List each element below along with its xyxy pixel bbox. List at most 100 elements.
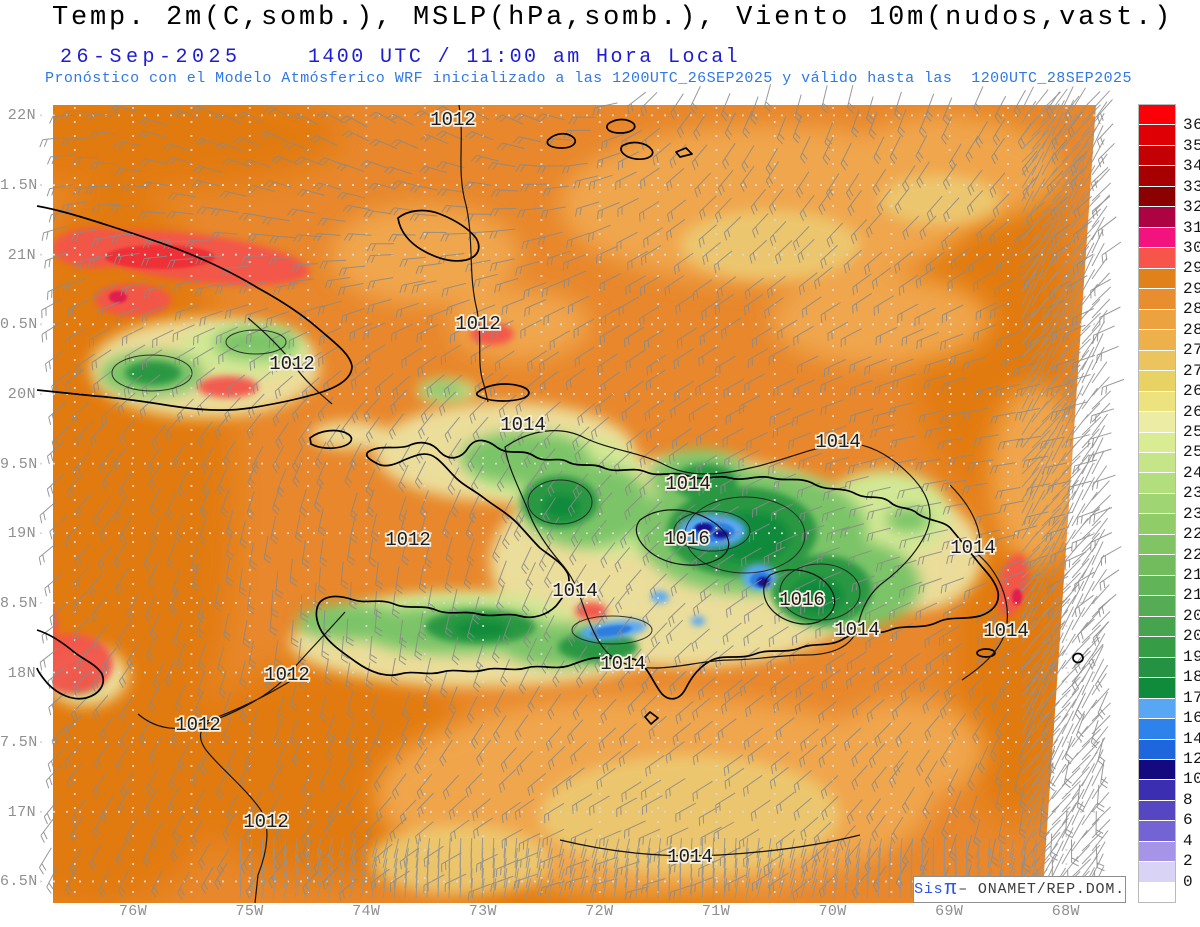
map-title: Temp. 2m(C,somb.), MSLP(hPa,somb.), Vien… <box>52 3 1174 33</box>
colorbar-tick-label: 36 <box>1183 116 1200 135</box>
pressure-contour-labels: 1012 1012 1012 1012 1012 1012 1012 1014 1014 1014… <box>173 107 1030 870</box>
colorbar-tick-label: 22 <box>1183 545 1200 564</box>
colorbar-tick-label: 25.5 <box>1183 422 1200 441</box>
colorbar-cell <box>1139 186 1175 208</box>
coastline-hispaniola <box>315 439 1000 700</box>
colorbar-cell <box>1139 616 1175 638</box>
lat-tick-label: 7.5N <box>0 734 38 752</box>
coastline-cuba <box>36 205 353 411</box>
colorbar-cell <box>1139 371 1175 392</box>
colorbar-tick-label: 0 <box>1183 872 1194 891</box>
colorbar-cell <box>1139 452 1175 474</box>
pressure-contour-label: 1014 <box>815 431 861 453</box>
isobar-1014-east <box>949 484 1008 681</box>
colorbar-tick-label: 29.7 <box>1183 259 1200 278</box>
lat-tick-label: 0.5N <box>0 316 38 334</box>
colorbar-tick-label: 12 <box>1183 749 1200 768</box>
colorbar-cell <box>1139 514 1175 535</box>
colorbar-cell <box>1139 309 1175 331</box>
lat-tick-label: 1.5N <box>0 177 38 195</box>
colorbar-tick-label: 32 <box>1183 198 1200 217</box>
pressure-contour-label: 1012 <box>175 714 221 736</box>
colorbar-cell <box>1139 800 1175 822</box>
colorbar-cell <box>1139 719 1175 740</box>
lon-tick-label: 76W <box>118 903 148 920</box>
colorbar-cell <box>1139 882 1175 903</box>
lon-tick-label: 75W <box>235 903 264 920</box>
colorbar-cell <box>1139 391 1175 413</box>
colorbar-tick-label: 6 <box>1183 811 1194 830</box>
colorbar-cell <box>1139 145 1175 167</box>
colorbar-cell <box>1139 821 1175 842</box>
colorbar-tick-label: 2 <box>1183 852 1194 871</box>
lat-tick-label: 9.5N <box>0 455 38 473</box>
colorbar-cell <box>1139 166 1175 187</box>
colorbar-tick-label: 33 <box>1183 177 1200 196</box>
pressure-contour-label: 1014 <box>552 580 598 602</box>
coastlines <box>36 118 1084 725</box>
temperature-colorbar <box>1138 104 1176 903</box>
pressure-contour-label: 1012 <box>430 109 476 131</box>
lon-tick-label: 70W <box>818 903 847 920</box>
colorbar-cell <box>1139 596 1175 617</box>
colorbar-tick-label: 20.5 <box>1183 606 1200 625</box>
pi-logo-glyph: π <box>944 877 958 901</box>
colorbar-tick-label: 34 <box>1183 157 1200 176</box>
colorbar-cell <box>1139 473 1175 494</box>
colorbar-cell <box>1139 657 1175 679</box>
colorbar-tick-label: 24 <box>1183 463 1200 482</box>
colorbar-tick-label: 25 <box>1183 443 1200 462</box>
isobar-1014-island-loop <box>504 430 931 669</box>
colorbar-cell <box>1139 862 1175 883</box>
wind-barbs-layer <box>38 83 1125 902</box>
colorbar-tick-label: 23 <box>1183 504 1200 523</box>
lat-tick-label: 21N <box>7 246 36 264</box>
pressure-contour-label: 1016 <box>779 589 825 611</box>
lon-tick-label: 73W <box>468 903 497 920</box>
isobar-1016-loop-a <box>635 509 730 566</box>
colorbar-tick-label: 10 <box>1183 770 1200 789</box>
valid-time: 1400 UTC / 11:00 am Hora Local <box>308 46 741 69</box>
colorbar-tick-label: 18 <box>1183 668 1200 687</box>
mslp-contours <box>137 104 1008 904</box>
colorbar-cell <box>1139 125 1175 146</box>
colorbar-cell <box>1139 678 1175 699</box>
pressure-contour-label: 1012 <box>455 313 501 335</box>
east-boundary-barb-hatch <box>1021 86 1112 891</box>
colorbar-cell <box>1139 698 1175 720</box>
colorbar-cell <box>1139 207 1175 228</box>
lon-tick-label: 72W <box>585 903 614 920</box>
colorbar-tick-label: 20 <box>1183 627 1200 646</box>
colorbar-cell <box>1139 248 1175 269</box>
colorbar-tick-label: 30.7 <box>1183 239 1200 258</box>
pressure-contour-label: 1012 <box>243 811 289 833</box>
lon-tick-label: 74W <box>352 903 381 920</box>
colorbar-tick-label: 21.5 <box>1183 566 1200 585</box>
colorbar-cell <box>1139 760 1175 781</box>
lat-tick-label: 18N <box>7 664 36 682</box>
colorbar-cell <box>1139 555 1175 576</box>
colorbar-tick-label: 26 <box>1183 402 1200 421</box>
colorbar-tick-label: 28.5 <box>1183 300 1200 319</box>
colorbar-cell <box>1139 534 1175 556</box>
pressure-contour-label: 1014 <box>950 537 996 559</box>
colorbar-tick-label: 35 <box>1183 136 1200 155</box>
colorbar-cell <box>1139 637 1175 658</box>
isobar-1012-cuba <box>247 317 333 405</box>
coastline-great-inagua <box>397 209 480 262</box>
lon-tick-label: 68W <box>1051 903 1080 920</box>
pressure-contour-label: 1014 <box>834 619 880 641</box>
colorbar-cell <box>1139 780 1175 801</box>
colorbar-cell <box>1139 739 1175 760</box>
colorbar-tick-label: 4 <box>1183 831 1194 850</box>
coastline-turks-caicos <box>546 118 693 160</box>
colorbar-cell <box>1139 432 1175 453</box>
colorbar-cell <box>1139 841 1175 863</box>
lat-tick-label: 19N <box>7 525 36 543</box>
lat-tick-label: 6.5N <box>0 873 38 891</box>
coastline-tortue <box>475 383 530 402</box>
colorbar-tick-label: 28 <box>1183 320 1200 339</box>
pressure-contour-label: 1012 <box>269 353 315 375</box>
